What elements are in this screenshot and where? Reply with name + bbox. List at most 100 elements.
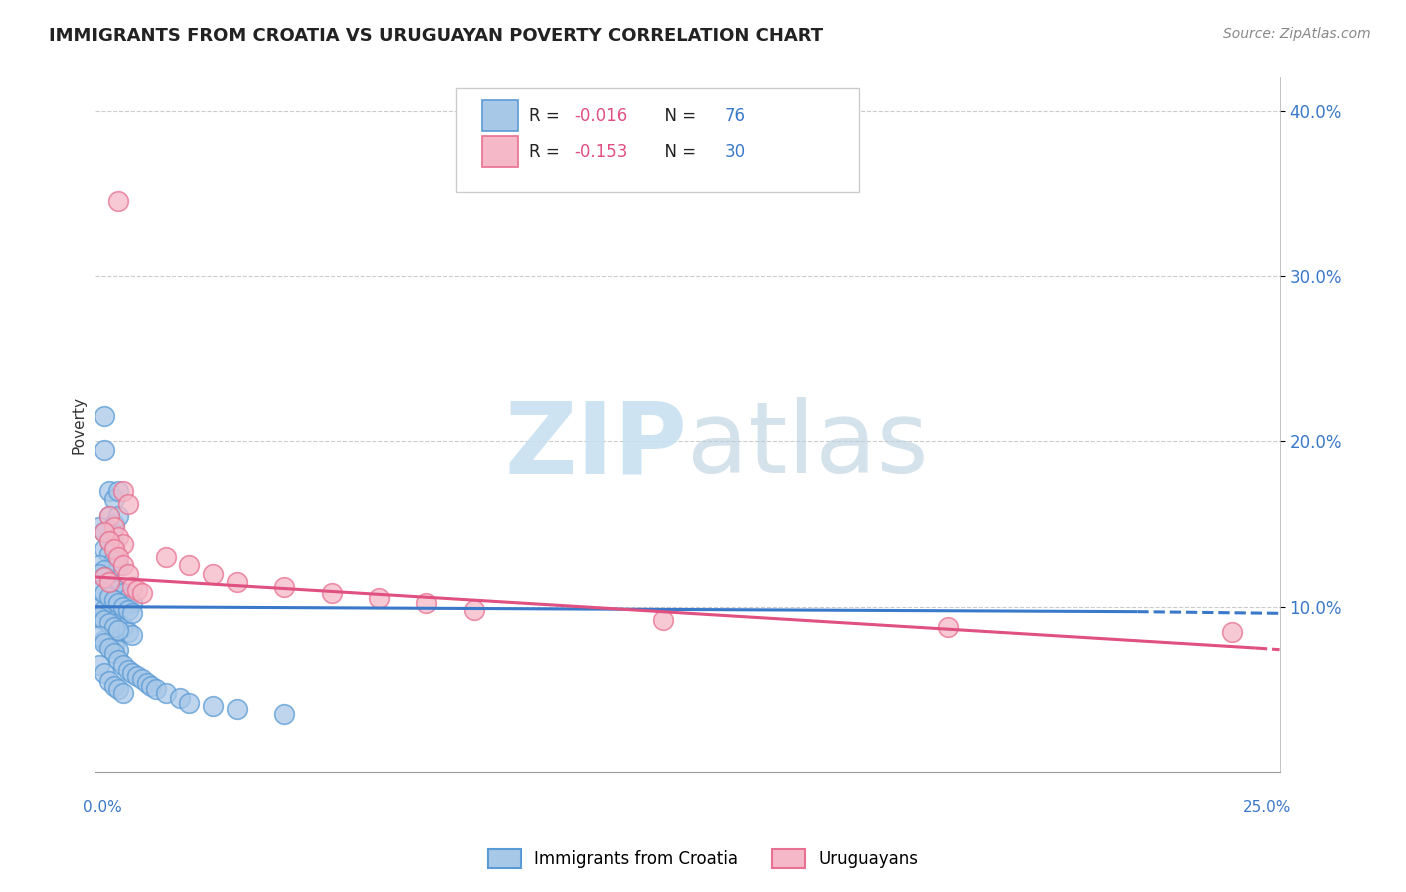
- Point: [225, 702, 247, 716]
- Point: [155, 686, 177, 700]
- Point: [89, 583, 111, 598]
- Point: [127, 583, 149, 598]
- Point: [103, 520, 125, 534]
- Point: [131, 586, 153, 600]
- Point: [93, 570, 115, 584]
- Point: [121, 580, 143, 594]
- Point: [89, 566, 111, 581]
- Point: [93, 570, 115, 584]
- Point: [145, 682, 167, 697]
- Point: [1220, 624, 1243, 639]
- Text: 0.0%: 0.0%: [83, 800, 121, 815]
- Point: [107, 558, 129, 573]
- Text: -0.153: -0.153: [575, 143, 628, 161]
- Point: [121, 665, 143, 680]
- Text: 30: 30: [725, 143, 747, 161]
- Point: [103, 640, 125, 654]
- Text: 25.0%: 25.0%: [1243, 800, 1292, 815]
- Point: [169, 690, 191, 705]
- Point: [93, 442, 115, 457]
- Point: [97, 590, 120, 604]
- Point: [107, 483, 129, 498]
- Point: [107, 194, 129, 209]
- Point: [117, 591, 139, 606]
- Text: N =: N =: [654, 143, 702, 161]
- Point: [93, 586, 115, 600]
- Point: [111, 686, 134, 700]
- Point: [103, 580, 125, 594]
- Point: [131, 673, 153, 687]
- Point: [121, 607, 143, 621]
- Point: [107, 583, 129, 598]
- Text: ZIP: ZIP: [505, 397, 688, 494]
- FancyBboxPatch shape: [482, 100, 517, 131]
- Point: [97, 508, 120, 523]
- Point: [103, 492, 125, 507]
- Point: [273, 580, 295, 594]
- Text: Source: ZipAtlas.com: Source: ZipAtlas.com: [1223, 27, 1371, 41]
- Point: [103, 646, 125, 660]
- Point: [93, 525, 115, 540]
- Point: [97, 607, 120, 622]
- Point: [111, 657, 134, 672]
- Point: [97, 483, 120, 498]
- Point: [97, 533, 120, 548]
- Point: [107, 596, 129, 610]
- Point: [463, 603, 485, 617]
- Point: [93, 525, 115, 540]
- Point: [103, 553, 125, 567]
- Legend: Immigrants from Croatia, Uruguayans: Immigrants from Croatia, Uruguayans: [481, 842, 925, 875]
- Point: [107, 652, 129, 666]
- Text: IMMIGRANTS FROM CROATIA VS URUGUAYAN POVERTY CORRELATION CHART: IMMIGRANTS FROM CROATIA VS URUGUAYAN POV…: [49, 27, 824, 45]
- Point: [89, 657, 111, 672]
- Point: [107, 642, 129, 657]
- Point: [127, 669, 149, 683]
- Point: [103, 541, 125, 556]
- Point: [97, 574, 120, 589]
- Text: R =: R =: [530, 107, 565, 125]
- Point: [117, 497, 139, 511]
- Point: [121, 596, 143, 610]
- Point: [121, 628, 143, 642]
- Point: [107, 550, 129, 565]
- Point: [321, 586, 343, 600]
- Point: [135, 675, 157, 690]
- FancyBboxPatch shape: [456, 87, 859, 192]
- Point: [107, 616, 129, 631]
- Point: [107, 682, 129, 697]
- Point: [117, 663, 139, 677]
- Point: [179, 696, 201, 710]
- Point: [103, 537, 125, 551]
- FancyBboxPatch shape: [482, 136, 517, 168]
- Point: [93, 603, 115, 617]
- Point: [97, 674, 120, 689]
- Point: [93, 409, 115, 424]
- Point: [111, 537, 134, 551]
- Point: [89, 599, 111, 614]
- Point: [202, 698, 225, 713]
- Point: [97, 641, 120, 656]
- Point: [179, 558, 201, 573]
- Point: [111, 558, 134, 573]
- Text: -0.016: -0.016: [575, 107, 627, 125]
- Point: [103, 619, 125, 633]
- Point: [225, 574, 247, 589]
- Point: [97, 616, 120, 631]
- Point: [89, 609, 111, 624]
- Point: [111, 619, 134, 633]
- Point: [111, 483, 134, 498]
- Point: [103, 593, 125, 607]
- Point: [89, 520, 111, 534]
- Point: [89, 630, 111, 644]
- Point: [97, 574, 120, 589]
- Point: [97, 636, 120, 650]
- Point: [117, 566, 139, 581]
- Point: [93, 665, 115, 680]
- Point: [107, 508, 129, 523]
- Point: [202, 566, 225, 581]
- Text: N =: N =: [654, 107, 702, 125]
- Point: [107, 623, 129, 637]
- Y-axis label: Poverty: Poverty: [72, 396, 86, 454]
- Point: [103, 613, 125, 627]
- Point: [652, 613, 675, 627]
